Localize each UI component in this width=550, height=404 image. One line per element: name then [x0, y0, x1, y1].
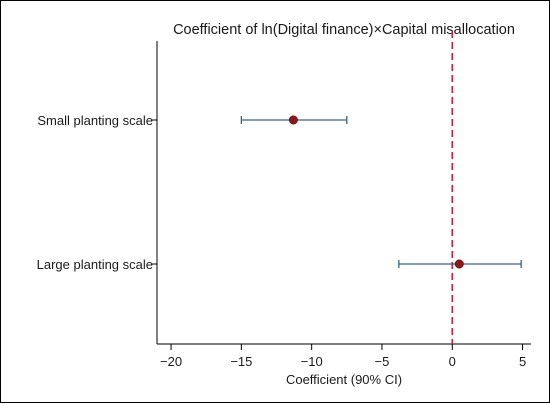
- x-tick-label: −15: [230, 354, 252, 369]
- x-tick-label: −20: [160, 354, 182, 369]
- x-tick-label: −5: [375, 354, 390, 369]
- category-label: Large planting scale: [37, 257, 153, 272]
- estimate-point: [454, 259, 464, 269]
- category-label: Small planting scale: [37, 113, 153, 128]
- plot-area: −20 −15 −10 −5 0 5 Small planting scale Large p…: [37, 31, 531, 369]
- x-tick-label: −10: [301, 354, 323, 369]
- x-tick-label: 5: [519, 354, 526, 369]
- x-tick-label: 0: [449, 354, 456, 369]
- chart-title: Coefficient of ln(Digital finance)×Capit…: [173, 22, 515, 38]
- estimate-point: [288, 115, 298, 125]
- x-axis-title: Coefficient (90% CI): [286, 372, 402, 387]
